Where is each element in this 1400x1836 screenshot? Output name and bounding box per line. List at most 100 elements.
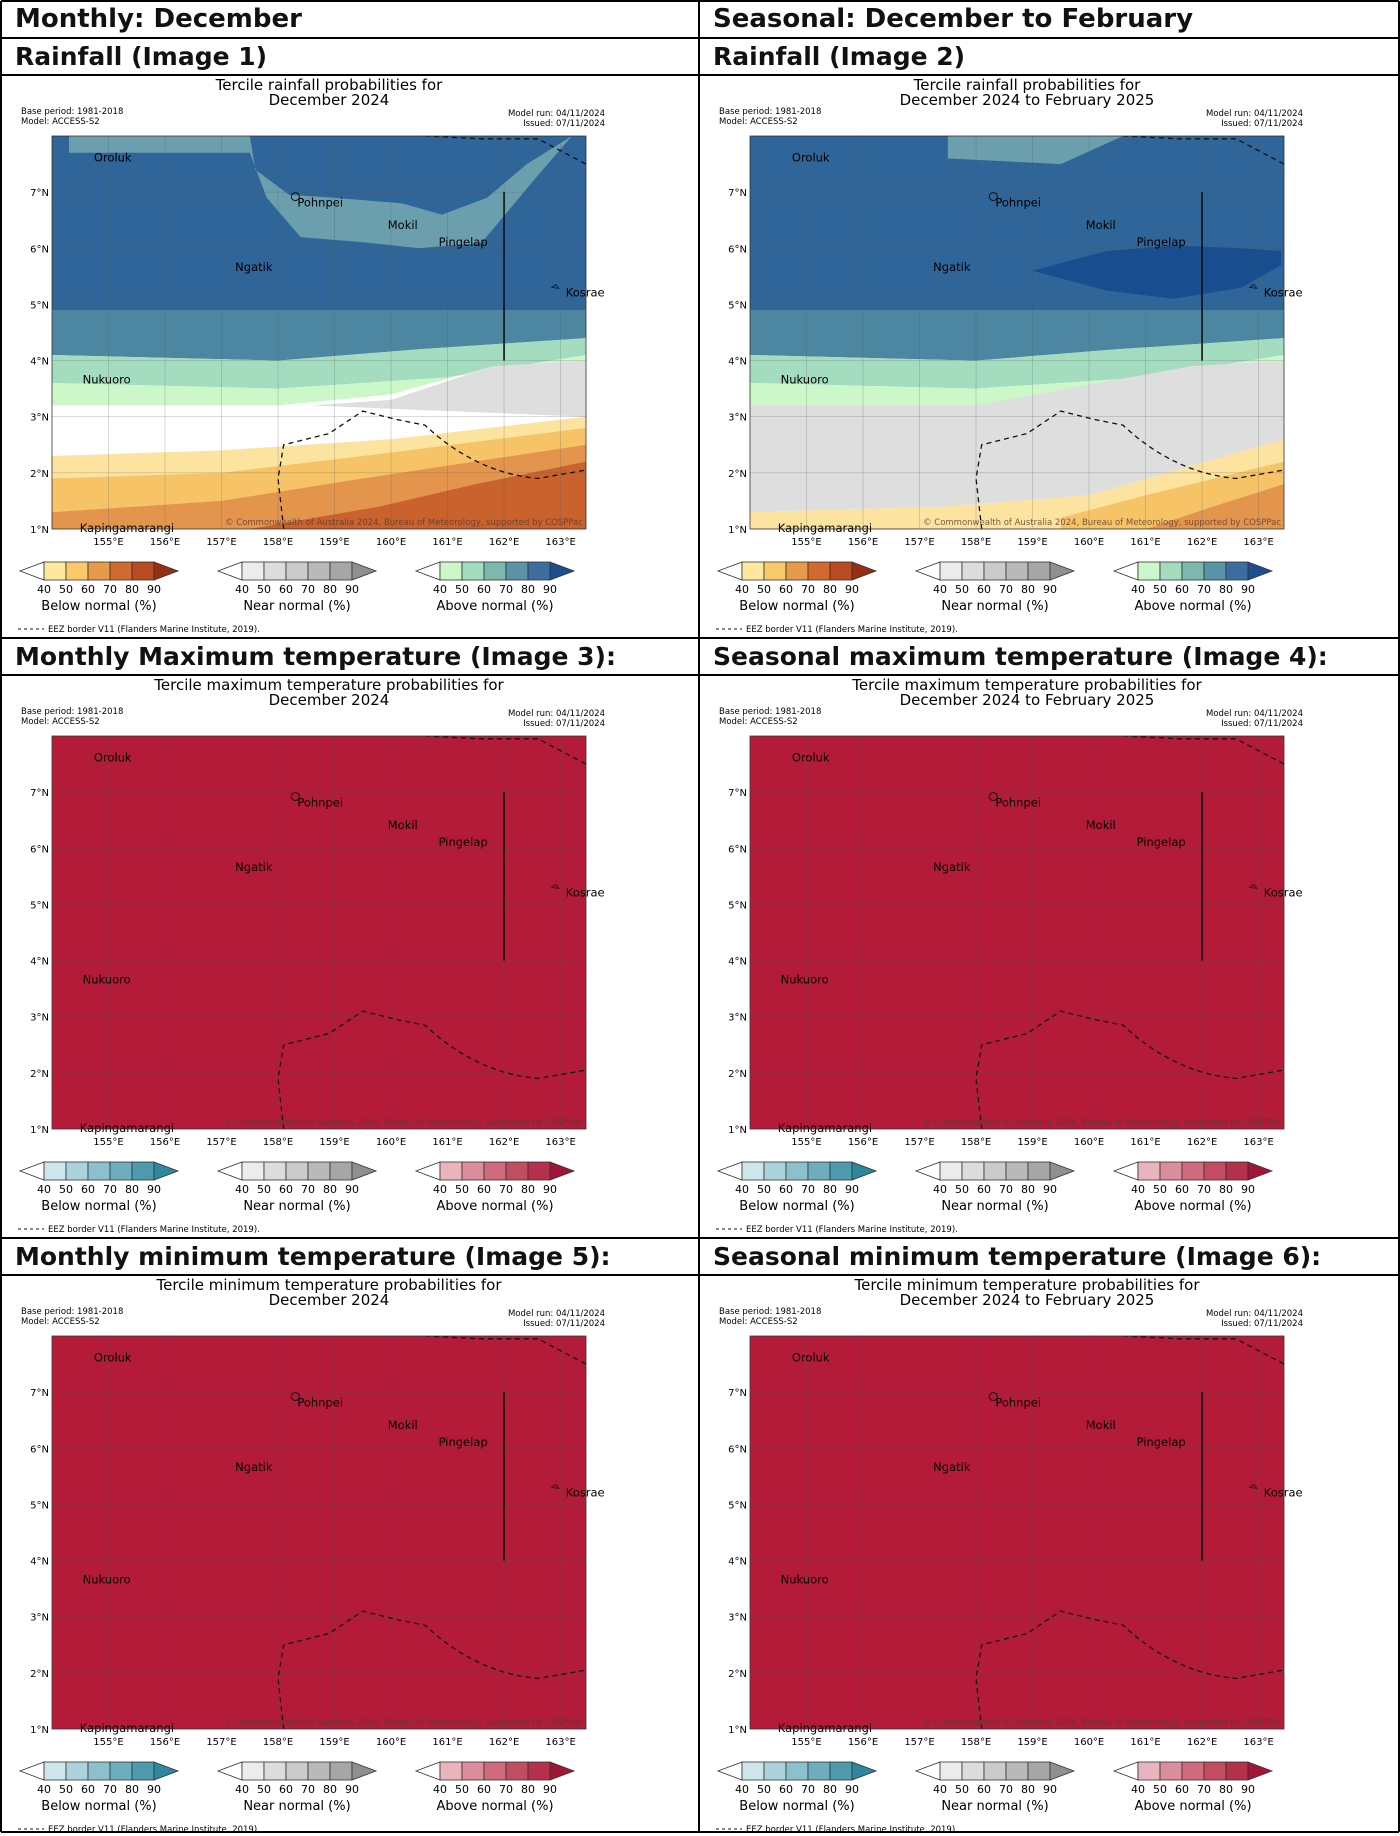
- lon-tick-label: 159°E: [319, 1137, 349, 1148]
- lat-tick-label: 1°N: [728, 525, 747, 536]
- place-label-kosrae: Kosrae: [566, 285, 605, 299]
- colorbar-tick: 70: [301, 1183, 315, 1196]
- colorbar-label: Below normal (%): [41, 1799, 156, 1814]
- lon-tick-label: 160°E: [1074, 1137, 1104, 1148]
- place-label-oroluk: Oroluk: [94, 1351, 132, 1365]
- lat-tick-label: 6°N: [30, 844, 49, 855]
- lon-tick-label: 158°E: [263, 537, 293, 548]
- colorbar-tick: 60: [477, 583, 491, 596]
- probability-field: [52, 1336, 586, 1729]
- colorbar-tick: 90: [1043, 1183, 1057, 1196]
- row-header-left-2: Monthly Maximum temperature (Image 3):: [15, 642, 616, 671]
- lat-tick-label: 3°N: [30, 1613, 49, 1624]
- island-kosrae-shape: [1248, 283, 1258, 289]
- place-label-oroluk: Oroluk: [94, 751, 132, 765]
- lat-tick-label: 5°N: [30, 300, 49, 311]
- lon-tick-label: 161°E: [432, 1137, 462, 1148]
- lat-tick-label: 2°N: [30, 1669, 49, 1680]
- place-label-pohnpei: Pohnpei: [297, 196, 343, 210]
- lon-tick-label: 158°E: [961, 1137, 991, 1148]
- eez-note: EEZ border V11 (Flanders Marine Institut…: [746, 1825, 958, 1835]
- base-period: Base period: 1981-2018: [719, 1307, 821, 1317]
- issued-date: Issued: 07/11/2024: [1221, 119, 1303, 129]
- colorbar-above-normal: 40 50 60 70 80 90 Above normal (%): [414, 1761, 576, 1814]
- colorbar-tick: 80: [1219, 1183, 1233, 1196]
- colorbar-tick: 80: [1021, 583, 1035, 596]
- lat-tick-label: 7°N: [30, 188, 49, 199]
- lon-tick-label: 162°E: [489, 1737, 519, 1748]
- lon-tick-label: 157°E: [206, 1737, 236, 1748]
- place-label-nukuoro: Nukuoro: [83, 972, 131, 986]
- lat-tick-label: 2°N: [728, 1069, 747, 1080]
- base-period: Base period: 1981-2018: [719, 707, 821, 717]
- colorbar-tick: 90: [345, 1783, 359, 1796]
- place-label-mokil: Mokil: [1086, 818, 1116, 832]
- colorbar-label: Below normal (%): [739, 599, 854, 614]
- place-label-ngatik: Ngatik: [235, 260, 273, 274]
- lon-tick-label: 157°E: [904, 1737, 934, 1748]
- probability-field: [52, 736, 586, 1129]
- colorbar-tick: 70: [999, 1183, 1013, 1196]
- colorbar-tick: 60: [81, 1183, 95, 1196]
- colorbar-label: Below normal (%): [739, 1199, 854, 1214]
- colorbar-tick: 50: [59, 1183, 73, 1196]
- colorbar-below-normal: 40 50 60 70 80 90 Below normal (%): [18, 561, 180, 614]
- lon-tick-label: 163°E: [1243, 1137, 1273, 1148]
- lon-tick-label: 156°E: [848, 537, 878, 548]
- place-label-pohnpei: Pohnpei: [297, 796, 343, 810]
- lon-tick-label: 160°E: [1074, 537, 1104, 548]
- lat-tick-label: 4°N: [728, 957, 747, 968]
- colorbar-tick: 40: [235, 1783, 249, 1796]
- place-label-pohnpei: Pohnpei: [995, 196, 1041, 210]
- place-label-pingelap: Pingelap: [439, 235, 488, 249]
- place-label-pingelap: Pingelap: [1137, 235, 1186, 249]
- row-header-left-3: Monthly minimum temperature (Image 5):: [15, 1242, 611, 1271]
- colorbar-tick: 80: [823, 583, 837, 596]
- colorbar-tick: 50: [955, 583, 969, 596]
- island-pohnpei-shape: [290, 792, 300, 802]
- colorbar-tick: 60: [977, 1783, 991, 1796]
- colorbar-tick: 90: [1241, 1183, 1255, 1196]
- colorbar-tick: 50: [59, 1783, 73, 1796]
- map-frame: [51, 135, 587, 530]
- colorbar-tick: 50: [455, 1183, 469, 1196]
- forecast-map-5: Tercile minimum temperature probabilitie…: [18, 1276, 605, 1835]
- colorbar-tick: 40: [933, 1183, 947, 1196]
- colorbar-tick: 40: [37, 1183, 51, 1196]
- lon-tick-label: 162°E: [489, 537, 519, 548]
- colorbar-label: Near normal (%): [243, 599, 350, 614]
- colorbar-label: Near normal (%): [243, 1199, 350, 1214]
- lat-tick-label: 1°N: [30, 1725, 49, 1736]
- colorbar-tick: 40: [735, 583, 749, 596]
- colorbar-near-normal: 40 50 60 70 80 90 Near normal (%): [914, 1161, 1076, 1214]
- map-title-line2: December 2024 to February 2025: [900, 1291, 1155, 1309]
- lon-tick-label: 157°E: [206, 1137, 236, 1148]
- lat-tick-label: 4°N: [30, 957, 49, 968]
- colorbar-tick: 80: [323, 583, 337, 596]
- lat-tick-label: 7°N: [728, 788, 747, 799]
- colorbar-tick: 50: [257, 1183, 271, 1196]
- colorbar-tick: 60: [477, 1183, 491, 1196]
- lat-tick-label: 4°N: [30, 357, 49, 368]
- island-kosrae-shape: [1248, 883, 1258, 889]
- row-header-left-1: Rainfall (Image 1): [15, 42, 268, 71]
- map-title-line2: December 2024: [269, 691, 390, 709]
- colorbar-above-normal: 40 50 60 70 80 90 Above normal (%): [1112, 1161, 1274, 1214]
- colorbar-tick: 40: [933, 1783, 947, 1796]
- colorbar-below-normal: 40 50 60 70 80 90 Below normal (%): [716, 1161, 878, 1214]
- colorbar-tick: 40: [1131, 1783, 1145, 1796]
- lat-tick-label: 1°N: [30, 1125, 49, 1136]
- place-label-kosrae: Kosrae: [1264, 1485, 1303, 1499]
- lon-tick-label: 163°E: [545, 1137, 575, 1148]
- place-label-oroluk: Oroluk: [792, 151, 830, 165]
- place-label-nukuoro: Nukuoro: [781, 1572, 829, 1586]
- place-label-kosrae: Kosrae: [1264, 285, 1303, 299]
- model-run: Model run: 04/11/2024: [1206, 709, 1303, 719]
- colorbar-tick: 40: [235, 583, 249, 596]
- place-label-kapingamarangi: Kapingamarangi: [778, 1721, 872, 1735]
- colorbar-tick: 60: [279, 583, 293, 596]
- place-label-nukuoro: Nukuoro: [83, 372, 131, 386]
- colorbar-tick: 40: [1131, 1183, 1145, 1196]
- model-name: Model: ACCESS-S2: [21, 717, 100, 727]
- colorbar-tick: 90: [1241, 583, 1255, 596]
